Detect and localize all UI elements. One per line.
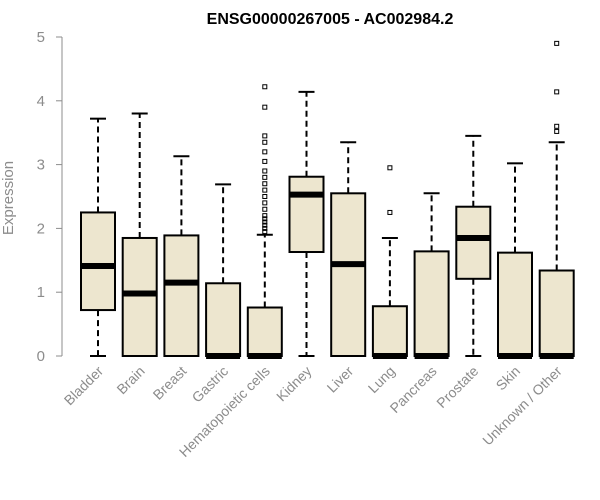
x-tick-label: Bladder <box>61 363 107 409</box>
iqr-box <box>80 211 116 312</box>
outlier-point <box>262 133 268 139</box>
outlier-point <box>554 40 560 46</box>
outlier-point <box>262 213 268 219</box>
y-tick-label: 0 <box>37 348 45 365</box>
y-tick-label: 2 <box>37 220 45 237</box>
iqr-box <box>330 192 367 357</box>
x-tick-label: Breast <box>150 363 190 403</box>
outlier-point <box>262 187 268 193</box>
outlier-point <box>554 128 560 134</box>
iqr-box <box>497 251 533 357</box>
iqr-box <box>413 250 450 357</box>
box-group-liver <box>330 141 367 357</box>
box-group-brain <box>121 112 158 357</box>
outlier-point <box>262 222 268 228</box>
iqr-box <box>455 205 492 280</box>
outlier-point <box>262 181 268 187</box>
x-tick-label: Lung <box>365 363 398 396</box>
outlier-point <box>387 209 393 215</box>
box-group-prostate <box>455 134 492 357</box>
y-tick-label: 3 <box>37 157 45 174</box>
outlier-point <box>554 123 560 129</box>
box-group-hematopoietic-cells <box>246 84 283 359</box>
box-group-bladder <box>80 117 116 357</box>
outlier-point <box>262 174 268 180</box>
x-tick-label: Unknown / Other <box>479 363 565 449</box>
outlier-point <box>262 225 268 231</box>
box-group-unknown-other <box>538 40 575 359</box>
x-tick-label: Prostate <box>433 363 481 411</box>
box-group-lung <box>371 165 408 359</box>
chart-title: ENSG00000267005 - AC002984.2 <box>207 11 454 28</box>
outlier-point <box>262 216 268 222</box>
iqr-box <box>246 306 283 357</box>
y-tick-label: 1 <box>37 284 45 301</box>
outlier-point <box>262 158 268 164</box>
iqr-box <box>121 236 158 357</box>
outlier-point <box>387 165 393 171</box>
outlier-point <box>262 104 268 110</box>
outlier-point <box>262 194 268 199</box>
y-tick-label: 4 <box>37 93 45 110</box>
outlier-point <box>262 84 268 90</box>
y-axis: 0 1 2 3 4 5 <box>37 29 63 365</box>
outlier-point <box>262 149 268 155</box>
box-group-pancreas <box>413 192 450 359</box>
box-group-kidney <box>288 90 325 357</box>
outlier-point <box>262 219 268 225</box>
plot-area <box>80 40 575 359</box>
y-axis-label: Expression <box>0 161 17 235</box>
iqr-box <box>205 282 242 358</box>
iqr-box <box>163 234 200 357</box>
box-group-gastric <box>205 183 242 359</box>
x-tick-label: Liver <box>324 363 357 396</box>
outlier-point <box>262 168 268 174</box>
box-group-skin <box>497 162 533 359</box>
x-tick-label: Skin <box>493 363 524 394</box>
x-tick-label: Brain <box>113 363 147 397</box>
iqr-box <box>288 175 325 254</box>
outlier-point <box>554 89 560 95</box>
outlier-point <box>262 206 268 212</box>
outlier-point <box>262 229 268 235</box>
x-tick-label: Kidney <box>273 363 315 405</box>
iqr-box <box>538 269 575 357</box>
outlier-point <box>262 200 268 206</box>
outlier-point <box>262 139 268 145</box>
y-tick-label: 5 <box>37 29 45 46</box>
box-group-breast <box>163 155 200 357</box>
iqr-box <box>371 305 408 357</box>
